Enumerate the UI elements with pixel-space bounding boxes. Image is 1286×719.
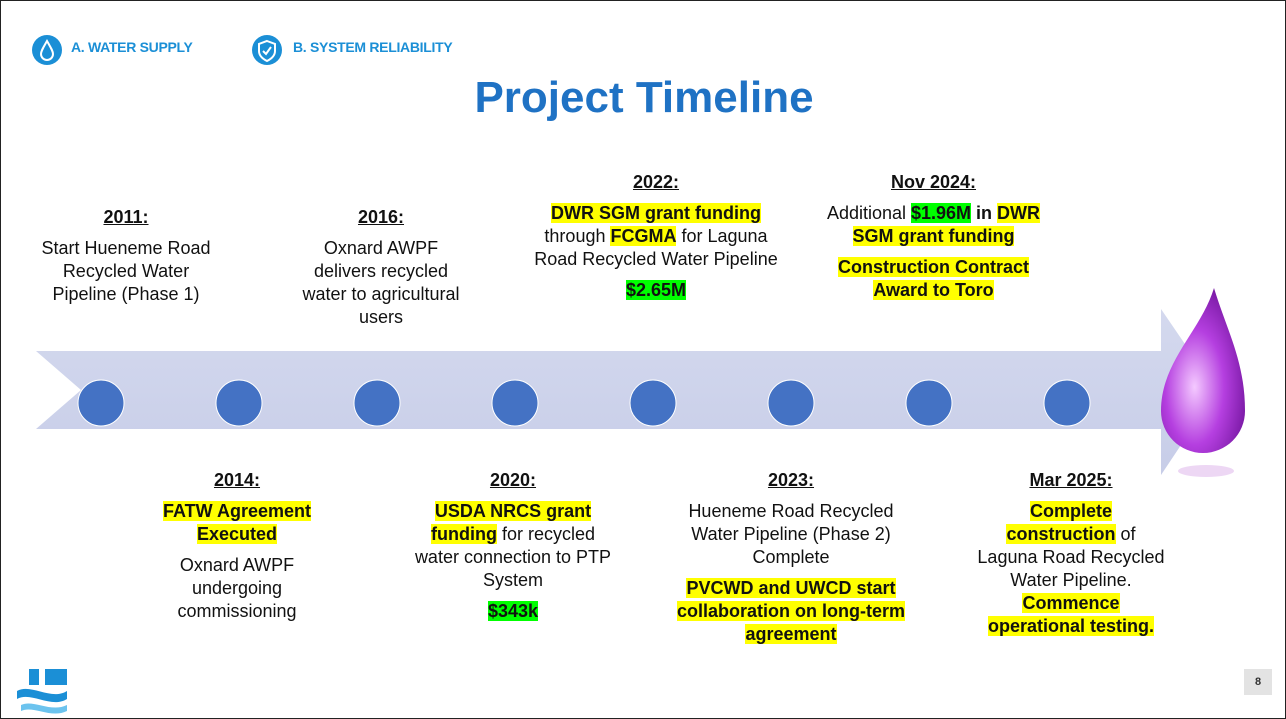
tag: B. SYSTEM RELIABILITY (293, 39, 452, 55)
highlighted-text: DWR SGM grant funding (551, 203, 761, 223)
event: 2011: Start Hueneme Road Recycled Water P… (41, 206, 211, 314)
logo (17, 669, 67, 714)
highlighted-text: $2.65M (626, 280, 686, 300)
event-text: PVCWD and UWCD start collaboration on lo… (676, 577, 906, 646)
event-date: Nov 2024: (816, 171, 1051, 194)
event: 2016: Oxnard AWPF delivers recycled water… (291, 206, 471, 337)
event-text: Hueneme Road Recycled Water Pipeline (Ph… (676, 500, 906, 569)
event: 2020: USDA NRCS grant funding for recycle… (413, 469, 613, 631)
highlighted-text: FCGMA (610, 226, 676, 246)
event-text: Complete construction of Laguna Road Rec… (976, 500, 1166, 638)
event: 2014: FATW Agreement Executed Oxnard AWPF … (147, 469, 327, 631)
event: 2023: Hueneme Road Recycled Water Pipelin… (676, 469, 906, 654)
event-date: 2020: (413, 469, 613, 492)
event-text: Start Hueneme Road Recycled Water Pipeli… (41, 237, 211, 306)
highlighted-text: $343k (488, 601, 538, 621)
highlighted-text: FATW Agreement Executed (163, 501, 311, 544)
timeline-arrow (36, 309, 1217, 475)
title: Project Timeline (1, 73, 1286, 123)
highlighted-text: Commence operational testing. (988, 593, 1154, 636)
highlighted-text: Construction Contract Award to Toro (838, 257, 1029, 300)
event-text: USDA NRCS grant funding for recycled wat… (413, 500, 613, 592)
event-text: Additional $1.96M in DWR SGM grant fundi… (816, 202, 1051, 248)
text-run: Start Hueneme Road Recycled Water Pipeli… (41, 238, 210, 304)
event-date: 2022: (521, 171, 791, 194)
event-date: Mar 2025: (976, 469, 1166, 492)
event-text: Oxnard AWPF delivers recycled water to a… (291, 237, 471, 329)
event: Mar 2025: Complete construction of Laguna… (976, 469, 1166, 646)
event-date: 2023: (676, 469, 906, 492)
page-number: 8 (1244, 669, 1272, 695)
event: Nov 2024: Additional $1.96M in DWR SGM gr… (816, 171, 1051, 310)
tag: A. WATER SUPPLY (71, 39, 193, 55)
event-text: DWR SGM grant funding through FCGMA for … (521, 202, 791, 271)
event-date: 2011: (41, 206, 211, 229)
text-run: Additional (827, 203, 911, 223)
text-run: through (544, 226, 610, 246)
event-text: Oxnard AWPF undergoing commissioning (147, 554, 327, 623)
highlighted-text: PVCWD and UWCD start collaboration on lo… (677, 578, 905, 644)
event-date: 2014: (147, 469, 327, 492)
highlighted-text: Complete construction (1006, 501, 1115, 544)
text-run: Hueneme Road Recycled Water Pipeline (Ph… (688, 501, 893, 567)
event: 2022: DWR SGM grant funding through FCGMA… (521, 171, 791, 310)
slide: A. WATER SUPPLY B. SYSTEM RELIABILITY Pr… (0, 0, 1286, 719)
highlighted-text: $1.96M (911, 203, 971, 223)
drop-shadow (1178, 465, 1234, 477)
text-run: in (971, 203, 997, 223)
event-date: 2016: (291, 206, 471, 229)
event-text: $2.65M (521, 279, 791, 302)
purple-drop (1161, 288, 1245, 453)
event-text: Construction Contract Award to Toro (816, 256, 1051, 302)
event-text: $343k (413, 600, 613, 623)
text-run: Oxnard AWPF undergoing commissioning (177, 555, 296, 621)
text-run: Oxnard AWPF delivers recycled water to a… (302, 238, 459, 327)
event-text: FATW Agreement Executed (147, 500, 327, 546)
